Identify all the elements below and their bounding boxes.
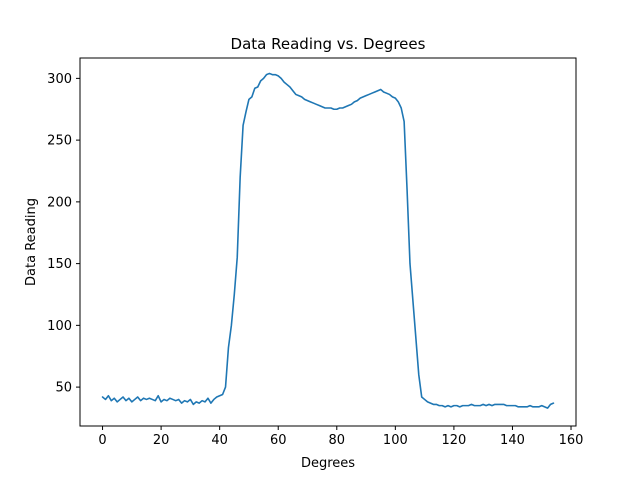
chart-title: Data Reading vs. Degrees	[231, 35, 426, 53]
x-tick-label: 40	[211, 433, 228, 448]
y-tick-label: 100	[47, 319, 72, 334]
x-tick-label: 160	[559, 433, 584, 448]
y-tick-label: 200	[47, 195, 72, 210]
x-tick-label: 60	[270, 433, 287, 448]
y-tick-label: 300	[47, 72, 72, 87]
x-tick-label: 0	[98, 433, 106, 448]
x-tick-label: 100	[383, 433, 408, 448]
x-tick-label: 20	[153, 433, 170, 448]
x-tick-label: 140	[500, 433, 525, 448]
y-tick-label: 50	[55, 381, 72, 396]
x-axis-label: Degrees	[301, 456, 355, 471]
x-tick-label: 120	[441, 433, 466, 448]
y-tick-label: 150	[47, 257, 72, 272]
x-tick-label: 80	[329, 433, 346, 448]
y-tick-label: 250	[47, 134, 72, 149]
y-axis-label: Data Reading	[24, 198, 39, 286]
